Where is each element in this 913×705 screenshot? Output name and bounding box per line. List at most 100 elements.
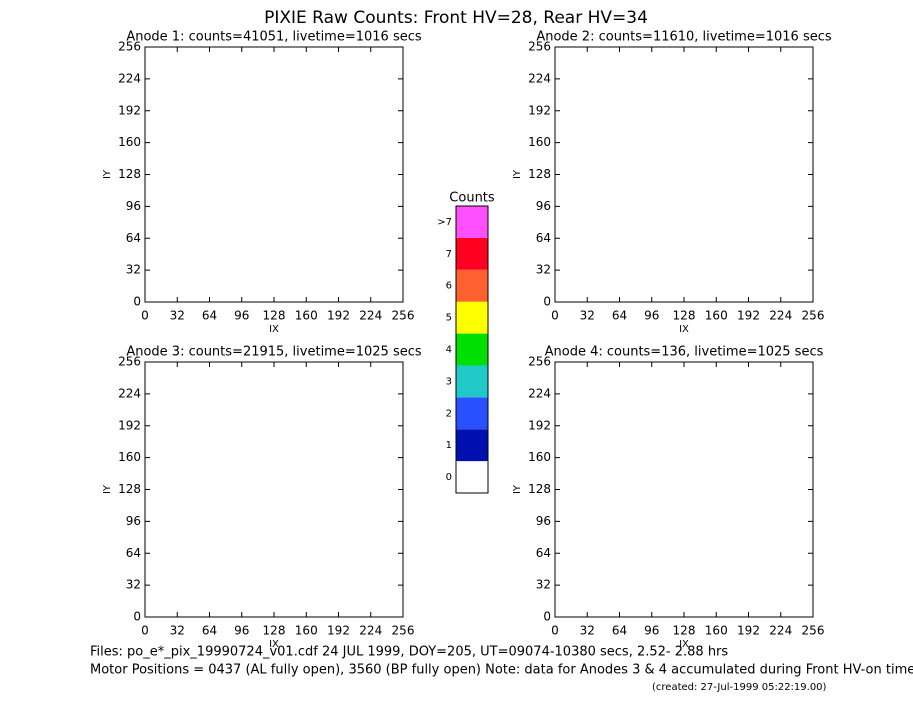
y-tick-label: 64 [126,546,141,560]
colorbar-bin [456,429,488,462]
colorbar-bin [456,269,488,302]
y-tick-label: 192 [528,103,551,117]
colorbar-bin [456,397,488,430]
x-tick-label: 256 [392,309,415,323]
x-tick-label: 96 [644,624,659,638]
colorbar-label: 3 [446,376,452,387]
y-tick-label: 64 [536,231,551,245]
x-tick-label: 32 [580,624,595,638]
plot-frame [144,46,404,303]
x-tick-label: 224 [359,624,382,638]
colorbar-frame [455,205,489,494]
x-axis-label: IX [679,639,689,650]
colorbar-bin [456,206,488,238]
y-axis-label: IY [512,169,523,179]
colorbar-label: 6 [446,281,452,292]
y-tick-label: 0 [543,295,551,309]
y-tick-label: 160 [118,135,141,149]
colorbar-label: >7 [437,217,452,228]
x-tick-label: 192 [737,309,760,323]
y-tick-label: 0 [133,610,141,624]
panel-title: Anode 3: counts=21915, livetime=1025 sec… [126,345,422,360]
x-tick-label: 0 [141,624,149,638]
footer-created: (created: 27-Jul-1999 05:22:19.00) [652,682,827,693]
x-tick-label: 192 [737,624,760,638]
x-tick-label: 224 [769,309,792,323]
y-tick-label: 128 [118,167,141,181]
x-tick-label: 224 [359,309,382,323]
panel-title: Anode 1: counts=41051, livetime=1016 sec… [126,30,422,45]
y-tick-label: 64 [536,546,551,560]
y-tick-label: 128 [528,482,551,496]
y-tick-label: 96 [126,514,141,528]
footer-files: Files: po_e*_pix_19990724_v01.cdf 24 JUL… [90,645,728,660]
x-axis-label: IX [269,639,279,650]
colorbar-bin [456,365,488,398]
colorbar-label: 0 [446,472,452,483]
x-tick-label: 96 [234,309,249,323]
footer-motor: Motor Positions = 0437 (AL fully open), … [90,663,913,678]
x-axis-label: IX [679,324,689,335]
x-tick-label: 64 [202,309,217,323]
colorbar-label: 1 [446,440,452,451]
y-tick-label: 224 [118,71,141,85]
y-tick-label: 96 [536,199,551,213]
panel-title: Anode 2: counts=11610, livetime=1016 sec… [536,30,832,45]
y-axis-label: IY [102,169,113,179]
y-tick-label: 32 [126,263,141,277]
x-tick-label: 160 [295,309,318,323]
x-tick-label: 128 [263,624,286,638]
y-tick-label: 192 [528,418,551,432]
x-tick-label: 64 [612,624,627,638]
y-tick-label: 224 [528,71,551,85]
x-tick-label: 64 [612,309,627,323]
y-tick-label: 192 [118,103,141,117]
x-tick-label: 160 [705,624,728,638]
x-tick-label: 96 [644,309,659,323]
y-axis-label: IY [512,484,523,494]
x-tick-label: 0 [141,309,149,323]
y-tick-label: 128 [118,482,141,496]
y-tick-label: 256 [528,355,551,369]
x-tick-label: 64 [202,624,217,638]
x-tick-label: 224 [769,624,792,638]
plot-frame [554,46,814,303]
x-tick-label: 96 [234,624,249,638]
x-tick-label: 256 [392,624,415,638]
figure-title: PIXIE Raw Counts: Front HV=28, Rear HV=3… [264,8,648,28]
x-tick-label: 32 [170,624,185,638]
y-tick-label: 256 [118,40,141,54]
x-tick-label: 256 [802,309,825,323]
x-tick-label: 128 [673,309,696,323]
colorbar-bin [456,237,488,270]
colorbar-bin [456,301,488,334]
x-tick-label: 32 [170,309,185,323]
y-tick-label: 32 [536,263,551,277]
x-tick-label: 128 [673,624,696,638]
y-tick-label: 32 [126,578,141,592]
y-tick-label: 256 [528,40,551,54]
y-tick-label: 160 [528,450,551,464]
x-tick-label: 192 [327,624,350,638]
y-tick-label: 160 [528,135,551,149]
y-tick-label: 160 [118,450,141,464]
x-tick-label: 256 [802,624,825,638]
y-tick-label: 256 [118,355,141,369]
x-tick-label: 160 [295,624,318,638]
y-axis-label: IY [102,484,113,494]
y-tick-label: 224 [528,386,551,400]
y-tick-label: 0 [133,295,141,309]
x-tick-label: 0 [551,624,559,638]
x-tick-label: 128 [263,309,286,323]
x-axis-label: IX [269,324,279,335]
y-tick-label: 224 [118,386,141,400]
y-tick-label: 96 [126,199,141,213]
colorbar-title: Counts [449,191,495,206]
colorbar-bin [456,461,488,493]
y-tick-label: 32 [536,578,551,592]
x-tick-label: 0 [551,309,559,323]
plot-frame [554,361,814,618]
colorbar-bin [456,333,488,366]
plot-frame [144,361,404,618]
